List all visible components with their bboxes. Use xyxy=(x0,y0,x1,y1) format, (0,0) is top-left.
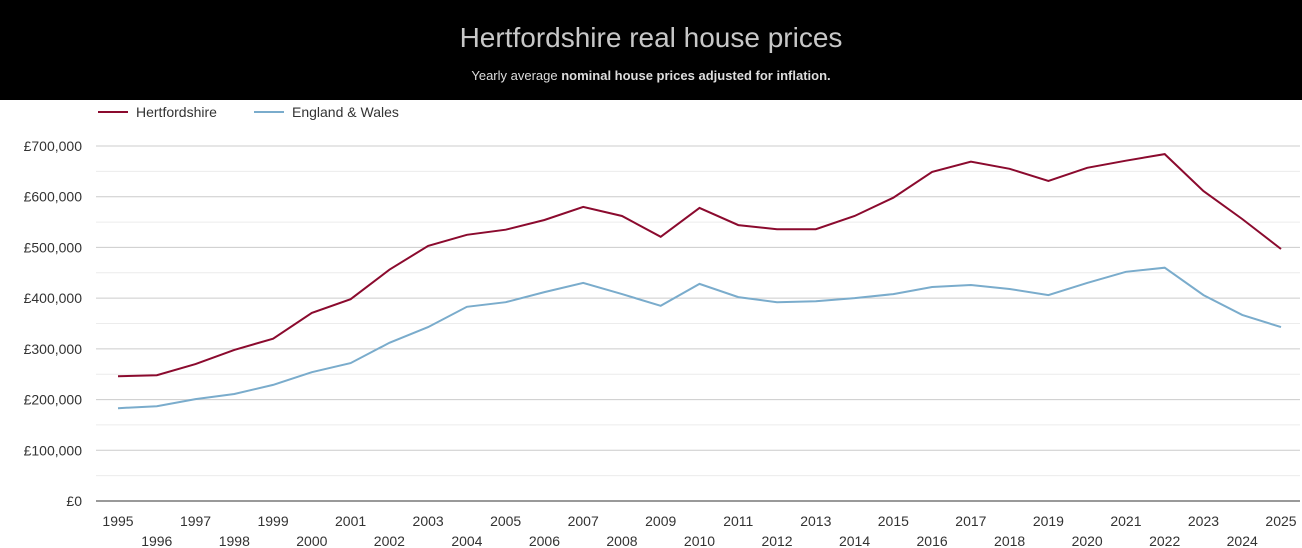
subtitle-prefix: Yearly average xyxy=(471,68,562,83)
x-tick-label: 1998 xyxy=(219,533,250,548)
chart-subtitle: Yearly average nominal house prices adju… xyxy=(0,68,1302,83)
x-tick-label: 2009 xyxy=(645,513,676,529)
chart-header: Hertfordshire real house prices Yearly a… xyxy=(0,0,1302,100)
x-tick-label: 2013 xyxy=(800,513,831,529)
y-tick-label: £300,000 xyxy=(24,341,83,357)
x-tick-label: 2010 xyxy=(684,533,715,548)
x-tick-label: 2011 xyxy=(723,513,753,529)
x-tick-label: 2001 xyxy=(335,513,366,529)
chart-title: Hertfordshire real house prices xyxy=(459,22,843,53)
series-line-hertfordshire xyxy=(117,153,1282,378)
x-tick-label: 2014 xyxy=(839,533,870,548)
x-tick-label: 2008 xyxy=(606,533,637,548)
x-tick-label: 2005 xyxy=(490,513,521,529)
y-tick-label: £200,000 xyxy=(24,392,83,408)
y-tick-label: £100,000 xyxy=(24,442,83,458)
x-tick-label: 2019 xyxy=(1033,513,1064,529)
x-tick-label: 2022 xyxy=(1149,533,1180,548)
x-tick-label: 2007 xyxy=(568,513,599,529)
x-tick-label: 2016 xyxy=(917,533,948,548)
legend-label: England & Wales xyxy=(292,104,399,120)
x-tick-label: 1995 xyxy=(102,513,133,529)
x-tick-label: 2015 xyxy=(878,513,909,529)
x-tick-label: 1996 xyxy=(141,533,172,548)
x-tick-label: 2025 xyxy=(1265,513,1296,529)
y-tick-label: £700,000 xyxy=(24,138,83,154)
subtitle-bold: nominal house prices adjusted for inflat… xyxy=(561,68,831,83)
y-tick-label: £400,000 xyxy=(24,290,83,306)
y-tick-label: £600,000 xyxy=(24,189,83,205)
x-tick-label: 2002 xyxy=(374,533,405,548)
x-tick-label: 2012 xyxy=(761,533,792,548)
x-tick-label: 2020 xyxy=(1072,533,1103,548)
y-tick-label: £500,000 xyxy=(24,239,83,255)
x-tick-label: 1997 xyxy=(180,513,211,529)
series-line-england-wales xyxy=(117,266,1282,410)
x-tick-label: 2018 xyxy=(994,533,1025,548)
x-tick-label: 2000 xyxy=(296,533,327,548)
y-tick-label: £0 xyxy=(66,493,82,509)
x-tick-label: 2003 xyxy=(413,513,444,529)
x-tick-label: 2006 xyxy=(529,533,560,548)
x-tick-label: 2023 xyxy=(1188,513,1219,529)
legend-label: Hertfordshire xyxy=(136,104,217,120)
x-tick-label: 2004 xyxy=(451,533,482,548)
x-tick-label: 2017 xyxy=(955,513,986,529)
x-tick-label: 1999 xyxy=(257,513,288,529)
x-tick-label: 2021 xyxy=(1110,513,1141,529)
x-tick-label: 2024 xyxy=(1227,533,1258,548)
